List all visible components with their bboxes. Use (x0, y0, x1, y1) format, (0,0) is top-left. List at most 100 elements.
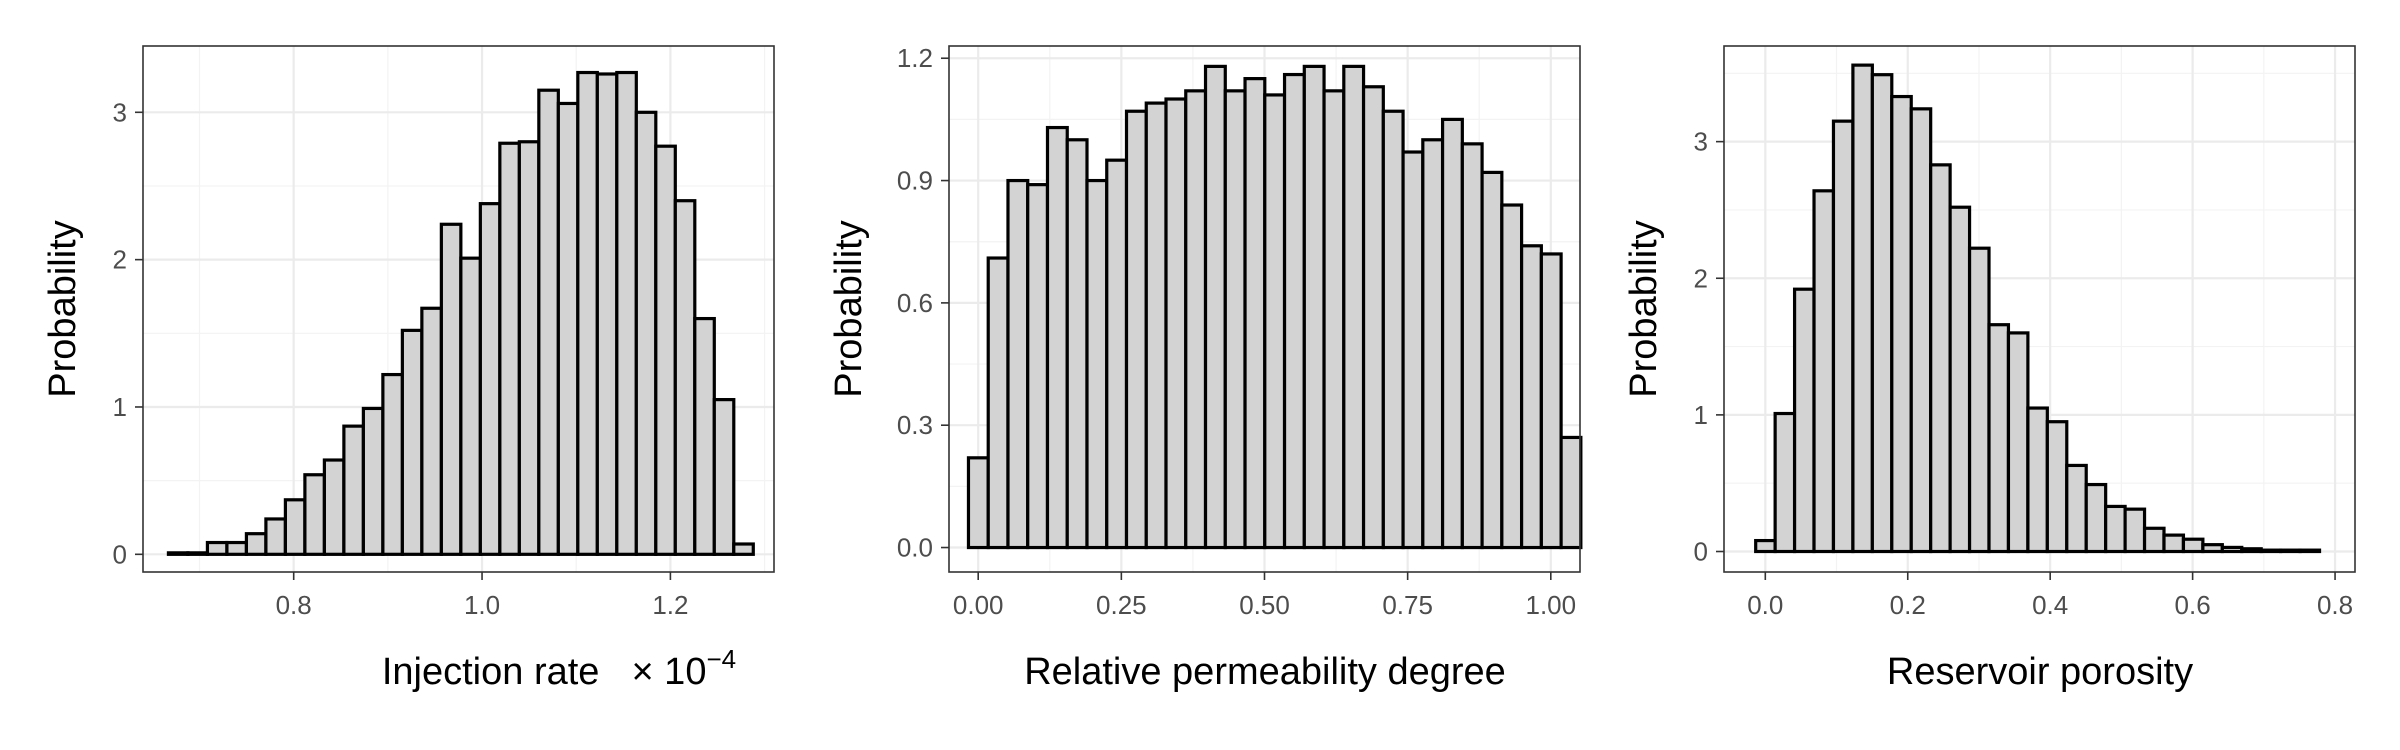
panel-relative-permeability: 0.00 0.25 0.50 0.75 1.00 0.0 0.3 0.6 0.9 1.2 Prob… (828, 43, 1583, 693)
histogram-bar (576, 70, 599, 556)
histogram-bar (2026, 406, 2049, 554)
histogram-bar (1045, 125, 1069, 550)
histogram-bar (322, 458, 346, 556)
histogram-bar (1361, 85, 1385, 550)
histogram-bar (186, 551, 210, 556)
histogram-bar (732, 542, 755, 556)
histogram-bar (1870, 73, 1894, 554)
histogram-bar (2045, 420, 2069, 554)
y-tick-label: 0 (1694, 537, 1708, 567)
histogram-bar (1184, 89, 1208, 550)
y-tick-label: 2 (1694, 263, 1708, 293)
histogram-bar (1948, 205, 1972, 554)
histogram-bar (1342, 64, 1366, 550)
histogram-bar (1460, 142, 1484, 550)
histogram-bar (2181, 537, 2205, 554)
histogram-bar (1085, 178, 1109, 550)
x-tick-label: 0.0 (1747, 590, 1783, 620)
y-tick-label: 0.0 (897, 533, 933, 563)
x-axis-multiplier: × 10 (631, 651, 706, 693)
histogram-bar (1401, 150, 1425, 550)
histogram-bar (1967, 246, 1991, 554)
x-axis-exponent: −4 (706, 644, 736, 674)
histogram-bar (654, 144, 677, 556)
histogram-bar (1812, 189, 1836, 554)
histogram-bar (712, 398, 736, 556)
x-axis-title: Relative permeability degree (1024, 651, 1506, 693)
histogram-bar (1559, 435, 1583, 550)
histogram-bar (459, 256, 482, 556)
histogram-bar (986, 256, 1010, 550)
x-axis-title: Injection rate × 10−4 (382, 644, 736, 693)
histogram-bar (1480, 170, 1504, 550)
histogram-bar (966, 456, 990, 550)
histogram-bar (1144, 101, 1168, 550)
x-tick-label: 0.00 (953, 590, 1004, 620)
histogram-bar (244, 532, 268, 556)
x-axis-title-text: Injection rate (382, 651, 600, 693)
y-tick-label: 1.2 (897, 43, 933, 73)
y-axis-title: Probability (42, 220, 84, 397)
histogram-bars (966, 64, 1583, 550)
histogram-bar (2240, 547, 2263, 554)
histogram-bar (283, 498, 307, 556)
y-tick-label: 1 (1694, 400, 1708, 430)
histogram-bar (1282, 72, 1306, 550)
histogram-bar (537, 88, 560, 556)
histogram-bar (2298, 548, 2322, 554)
histogram-bar (498, 141, 521, 556)
x-axis-title: Reservoir porosity (1887, 651, 2193, 693)
histogram-bar (595, 72, 619, 556)
y-tick-label: 3 (113, 97, 127, 127)
y-tick-label: 0 (113, 539, 127, 569)
histogram-bar (1909, 107, 1933, 554)
histogram-bar (673, 199, 697, 556)
histogram-bar (2084, 482, 2108, 554)
histogram-bar (1851, 63, 1874, 554)
histogram-bar (2006, 331, 2030, 554)
x-tick-label: 0.75 (1382, 590, 1433, 620)
panel-border (1723, 45, 2356, 573)
histogram-bar (225, 540, 249, 556)
histogram-bar (439, 222, 463, 556)
histogram-bar (1754, 538, 1777, 554)
histogram-bar (381, 372, 404, 556)
x-tick-label: 0.4 (2032, 590, 2068, 620)
histogram-bar (2065, 463, 2088, 554)
histogram-bar (166, 551, 190, 556)
panel-reservoir-porosity: 0.0 0.2 0.4 0.6 0.8 0 1 2 3 Probability Reservoi… (1623, 45, 2356, 693)
axis-ticks: 0.8 1.0 1.2 0 1 2 3 (113, 97, 689, 620)
histogram-bars (166, 70, 755, 556)
panel-border (142, 45, 775, 573)
histogram-bar (1124, 109, 1148, 550)
histogram-bar (1890, 94, 1913, 554)
x-tick-label: 0.25 (1096, 590, 1147, 620)
y-tick-label: 3 (1694, 127, 1708, 157)
histogram-bar (1519, 244, 1543, 550)
histogram-bar (1026, 183, 1050, 550)
histogram-bar (361, 406, 385, 556)
x-tick-label: 0.6 (2175, 590, 2211, 620)
histogram-bar (1105, 158, 1129, 550)
y-tick-label: 0.9 (897, 166, 933, 196)
x-tick-label: 1.0 (464, 590, 500, 620)
histogram-bar (1203, 64, 1227, 550)
x-tick-label: 0.8 (2317, 590, 2353, 620)
histogram-bar (342, 424, 365, 556)
axis-ticks: 0.00 0.25 0.50 0.75 1.00 0.0 0.3 0.6 0.9 1.2 (897, 43, 1576, 620)
y-tick-label: 0.3 (897, 410, 933, 440)
histogram-bar (264, 517, 287, 556)
histogram-bar (2123, 507, 2147, 554)
panel-injection-rate: 0.8 1.0 1.2 0 1 2 3 Probability Injection rate… (42, 45, 775, 693)
histogram-bar (303, 473, 326, 556)
histogram-bar (1302, 64, 1326, 550)
histogram-bar (420, 306, 443, 556)
histogram-bar (1929, 163, 1952, 554)
histogram-bar (1263, 93, 1287, 550)
histogram-bar (1164, 97, 1188, 550)
histogram-bar (615, 70, 638, 556)
histogram-bar (1322, 89, 1346, 550)
y-tick-label: 1 (113, 392, 127, 422)
y-axis-title: Probability (1623, 220, 1665, 397)
